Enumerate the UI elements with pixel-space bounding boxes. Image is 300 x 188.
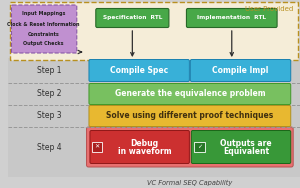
Text: Input Mappings: Input Mappings (22, 11, 65, 17)
Text: Step 2: Step 2 (37, 89, 62, 99)
Text: Debug: Debug (130, 139, 159, 148)
FancyBboxPatch shape (89, 105, 291, 127)
Text: Constraints: Constraints (28, 32, 59, 36)
Text: ✓: ✓ (197, 145, 202, 149)
Text: Step 3: Step 3 (37, 111, 62, 121)
Text: User Provided: User Provided (245, 6, 293, 12)
Text: Step 1: Step 1 (37, 66, 62, 75)
Text: VC Formal SEQ Capability: VC Formal SEQ Capability (147, 180, 232, 186)
FancyBboxPatch shape (96, 8, 169, 27)
Text: ✕: ✕ (94, 145, 100, 149)
Text: Equivalent: Equivalent (223, 148, 269, 156)
Text: in waveform: in waveform (118, 148, 171, 156)
Text: Implementation  RTL: Implementation RTL (197, 15, 266, 20)
FancyBboxPatch shape (190, 59, 291, 82)
Text: Specification  RTL: Specification RTL (103, 15, 162, 20)
FancyBboxPatch shape (191, 130, 291, 164)
FancyBboxPatch shape (11, 5, 77, 53)
FancyBboxPatch shape (86, 127, 293, 167)
Text: Generate the equivalence problem: Generate the equivalence problem (115, 89, 265, 99)
Text: Step 4: Step 4 (37, 143, 62, 152)
FancyBboxPatch shape (8, 58, 300, 177)
FancyBboxPatch shape (89, 59, 189, 82)
FancyBboxPatch shape (10, 2, 298, 60)
Text: Solve using different proof techniques: Solve using different proof techniques (106, 111, 274, 121)
Text: Clock & Reset Information: Clock & Reset Information (8, 21, 80, 27)
FancyBboxPatch shape (89, 83, 291, 105)
Text: Compile Impl: Compile Impl (212, 66, 269, 75)
Text: Output Checks: Output Checks (23, 42, 64, 46)
Text: Outputs are: Outputs are (220, 139, 272, 148)
FancyBboxPatch shape (186, 8, 277, 27)
FancyBboxPatch shape (90, 130, 189, 164)
Text: Compile Spec: Compile Spec (110, 66, 168, 75)
